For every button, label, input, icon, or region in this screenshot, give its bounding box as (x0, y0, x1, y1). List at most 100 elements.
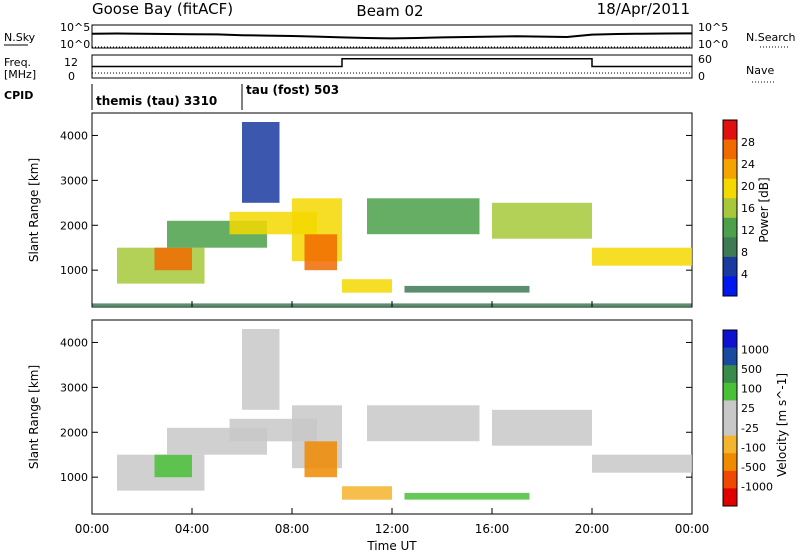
velocity-colorbar-swatch-3 (723, 382, 737, 401)
velocity-y-ticks: 1000 2000 3000 4000 (60, 336, 692, 484)
time-x-ticks: 00:00 04:00 08:00 12:00 16:00 20:00 00:00 (75, 301, 710, 536)
power-colorbar-swatch-5 (723, 217, 737, 238)
xtick-label-6: 00:00 (675, 522, 710, 536)
power-ytick-label-0: 1000 (60, 264, 88, 277)
power-colorbar-swatch-1 (723, 139, 737, 160)
freq-series-line (92, 58, 692, 68)
velocity-colorbar-tick-6: -500 (741, 461, 766, 474)
power-colorbar-tick-0: 28 (741, 136, 755, 149)
nsky-tick-bottom-left: 10^0 (60, 38, 90, 51)
power-colorbar-swatch-2 (723, 159, 737, 180)
velocity-colorbar-swatch-4 (723, 400, 737, 419)
xtick-label-2: 08:00 (275, 522, 310, 536)
cpid-segment-2: tau (fost) 503 (246, 83, 339, 97)
velocity-echo-region-1 (154, 454, 192, 478)
power-colorbar: 28 24 20 16 12 8 4 (722, 119, 755, 297)
power-colorbar-swatch-4 (723, 198, 737, 219)
velocity-ytick-label-0: 1000 (60, 471, 88, 484)
velocity-colorbar-tick-2: 100 (741, 383, 762, 396)
velocity-ytick-label-3: 4000 (60, 336, 88, 349)
nsky-tick-bottom-right: 10^0 (698, 38, 728, 51)
power-colorbar-frame (722, 119, 738, 297)
nsearch-label: N.Search (746, 31, 796, 44)
xtick-label-1: 04:00 (175, 522, 210, 536)
power-ylabel: Slant Range [km] (27, 158, 41, 262)
power-ytick-label-3: 4000 (60, 129, 88, 142)
velocity-echoes (117, 329, 692, 500)
velocity-colorbar-swatch-2 (723, 365, 737, 384)
power-colorbar-swatch-7 (723, 256, 737, 277)
power-colorbar-label: Power [dB] (757, 177, 771, 242)
nsky-tick-top-right: 10^5 (698, 21, 728, 34)
velocity-echo-region-5 (304, 441, 337, 478)
velocity-colorbar-swatch-7 (723, 453, 737, 472)
velocity-panel: 1000 2000 3000 4000 Slant Range [km] 1000 50… (27, 319, 789, 515)
velocity-echo-region-9 (404, 492, 530, 500)
power-colorbar-tick-1: 24 (741, 158, 755, 171)
power-colorbar-tick-6: 4 (741, 268, 748, 281)
velocity-colorbar-tick-3: 25 (741, 402, 755, 415)
velocity-ytick-label-1: 2000 (60, 426, 88, 439)
power-y-ticks: 1000 2000 3000 4000 (60, 129, 692, 277)
nsky-tick-top-left: 10^5 (60, 21, 90, 34)
power-echo-region-7 (342, 279, 392, 293)
freq-tick-top: 12 (64, 56, 78, 69)
power-colorbar-tick-5: 8 (741, 246, 748, 259)
power-echo-region-1 (154, 247, 192, 271)
xtick-label-5: 20:00 (575, 522, 610, 536)
freq-label-line1: Freq. (4, 56, 31, 69)
power-echo-region-9 (404, 285, 530, 293)
power-echo-region-5 (304, 234, 337, 271)
velocity-colorbar-swatch-5 (723, 418, 737, 437)
power-echo-region-6 (242, 122, 280, 203)
nave-tick-top: 60 (698, 53, 712, 66)
cpid-strip: CPID themis (tau) 3310 tau (fost) 503 (4, 83, 339, 110)
freq-label-line2: [MHz] (4, 68, 36, 81)
power-colorbar-tick-4: 12 (741, 224, 755, 237)
nsky-series-line (91, 32, 693, 40)
freq-strip: Freq. [MHz] 12 0 60 0 Nave (4, 53, 776, 83)
xtick-label-4: 16:00 (475, 522, 510, 536)
velocity-colorbar-frame (722, 329, 738, 507)
nave-tick-bottom: 0 (698, 70, 705, 83)
velocity-echo-region-10 (492, 409, 592, 446)
velocity-colorbar-swatch-9 (723, 488, 737, 507)
power-echo-region-8 (367, 198, 480, 235)
velocity-echo-region-7 (342, 486, 392, 500)
power-colorbar-swatch-6 (723, 237, 737, 258)
power-colorbar-swatch-0 (723, 120, 737, 141)
velocity-colorbar-swatch-6 (723, 435, 737, 454)
velocity-ylabel: Slant Range [km] (27, 365, 41, 469)
power-colorbar-tick-3: 16 (741, 202, 755, 215)
power-ytick-label-2: 3000 (60, 174, 88, 187)
power-echo-region-10 (492, 202, 592, 239)
freq-tick-bottom: 0 (68, 70, 75, 83)
x-axis-label: Time UT (366, 539, 417, 553)
velocity-echo-region-8 (367, 405, 480, 442)
cpid-segment-1: themis (tau) 3310 (96, 94, 217, 108)
nave-label: Nave (746, 64, 774, 77)
velocity-echo-region-11 (592, 454, 692, 473)
velocity-colorbar: 1000 500 100 25 -25 -100 -500 -1000 (722, 329, 773, 507)
station-title: Goose Bay (fitACF) (92, 0, 233, 18)
power-ytick-label-1: 2000 (60, 219, 88, 232)
velocity-colorbar-swatch-0 (723, 330, 737, 349)
beam-title: Beam 02 (356, 2, 423, 20)
velocity-colorbar-swatch-8 (723, 470, 737, 489)
velocity-colorbar-tick-0: 1000 (741, 344, 769, 357)
power-colorbar-swatch-3 (723, 178, 737, 199)
date-title: 18/Apr/2011 (597, 0, 690, 18)
velocity-colorbar-swatch-1 (723, 347, 737, 366)
power-echo-region-11 (592, 247, 692, 266)
xtick-label-3: 12:00 (375, 522, 410, 536)
velocity-colorbar-tick-5: -100 (741, 441, 766, 454)
power-panel: 1000 2000 3000 4000 Slant Range [km] 28 24 20… (27, 112, 771, 308)
power-colorbar-swatch-8 (723, 276, 737, 297)
velocity-colorbar-tick-1: 500 (741, 363, 762, 376)
velocity-colorbar-tick-7: -1000 (741, 480, 773, 493)
velocity-colorbar-label: Velocity [m s^-1] (775, 373, 789, 477)
cpid-label: CPID (4, 89, 33, 102)
power-colorbar-tick-2: 20 (741, 180, 755, 193)
